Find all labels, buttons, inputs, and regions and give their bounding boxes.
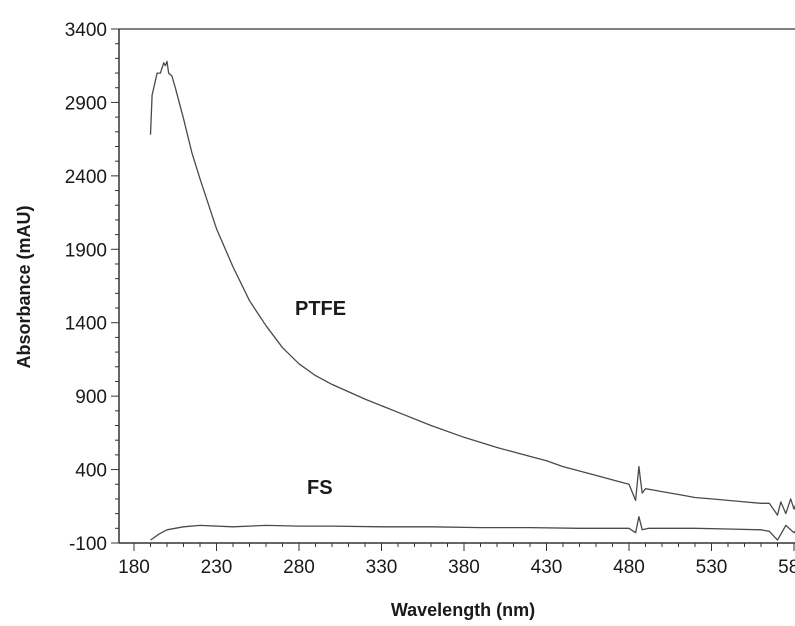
series-layer (149, 60, 795, 541)
y-tick-label: 1400 (65, 314, 107, 335)
x-tick-label: 430 (531, 557, 563, 578)
y-tick-label: -100 (69, 534, 107, 555)
series-line-ptfe (149, 60, 795, 516)
x-tick-label: 480 (613, 557, 645, 578)
y-tick-label: 2400 (65, 167, 107, 188)
x-axis-title: Wavelength (nm) (391, 600, 535, 620)
annotation-layer: PTFE FS (295, 298, 346, 499)
annotation-ptfe: PTFE (295, 298, 346, 320)
y-axis-ticks: -100 400 900 1400 1900 2400 2900 3400 (65, 20, 119, 555)
y-tick-label: 3400 (65, 20, 107, 41)
y-tick-label: 2900 (65, 93, 107, 114)
x-tick-label: 580 (778, 557, 795, 578)
y-tick-label: 400 (75, 461, 107, 482)
x-tick-label: 330 (366, 557, 398, 578)
x-axis-ticks: 180 230 280 330 380 430 480 530 580 (118, 543, 795, 578)
y-axis-title: Absorbance (mAU) (14, 205, 34, 368)
minor-ticks (115, 43, 778, 547)
y-tick-label: 1900 (65, 240, 107, 261)
series-line-fs (150, 515, 795, 541)
annotation-fs: FS (307, 477, 333, 499)
x-tick-label: 380 (448, 557, 480, 578)
plot-frame (118, 28, 795, 544)
x-tick-label: 530 (696, 557, 728, 578)
y-tick-label: 900 (75, 387, 107, 408)
x-tick-label: 280 (283, 557, 315, 578)
x-tick-label: 230 (201, 557, 233, 578)
x-tick-label: 180 (118, 557, 150, 578)
